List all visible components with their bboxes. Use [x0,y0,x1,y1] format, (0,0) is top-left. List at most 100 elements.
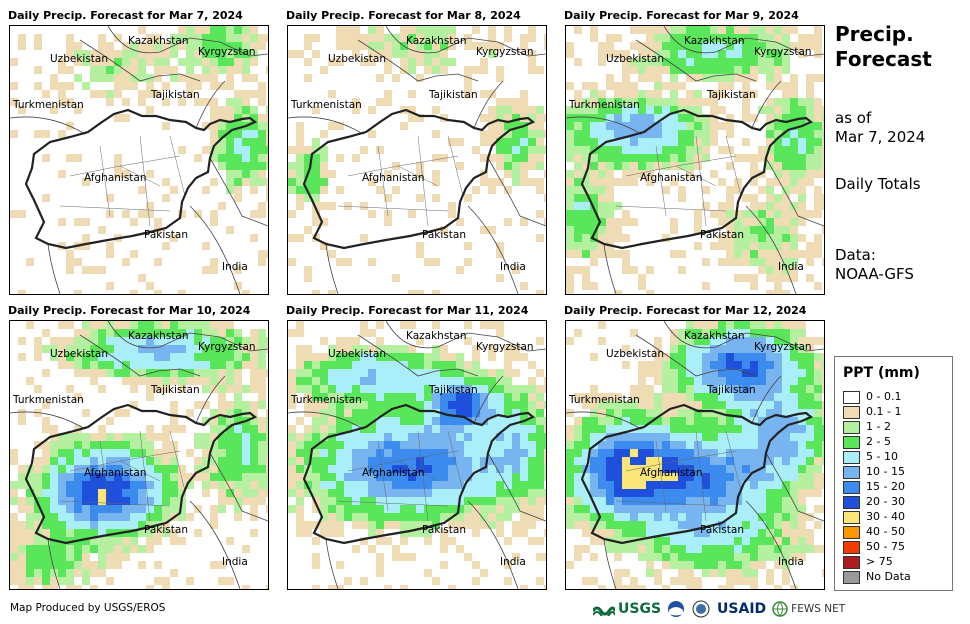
precip-cell [806,34,814,42]
precip-cell [138,449,146,457]
precip-cell [202,385,210,393]
precip-cell [296,321,304,329]
precip-cell [806,154,814,162]
precip-cell [488,377,496,385]
precip-cell [154,505,162,513]
precip-cell [42,489,50,497]
precip-cell [662,401,670,409]
precip-cell [34,337,42,345]
precip-cell [360,497,368,505]
precip-cell [472,393,480,401]
precip-cell [758,146,766,154]
precip-cell [622,489,630,497]
precip-cell [416,441,424,449]
precip-cell [798,337,806,345]
precip-cell [566,457,574,465]
precip-cell [694,417,702,425]
precip-cell [774,377,782,385]
precip-cell [566,441,574,449]
precip-cell [798,513,806,521]
precip-cell [670,34,678,42]
precip-cell [496,505,504,513]
precip-cell [138,26,146,34]
precip-cell [782,481,790,489]
precip-cell [440,441,448,449]
precip-cell [536,553,544,561]
precip-cell [544,34,546,42]
precip-cell [774,122,782,130]
precip-cell [790,242,798,250]
precip-cell [424,401,432,409]
precip-cell [74,553,82,561]
precip-cell [774,321,782,329]
precip-cell [806,345,814,353]
precip-cell [670,329,678,337]
precip-cell [130,329,138,337]
precip-cell [726,585,734,589]
precip-cell [266,337,268,345]
precip-cell [766,266,774,274]
precip-cell [798,202,806,210]
precip-cell [194,401,202,409]
precip-cell [702,401,710,409]
precip-cell [392,42,400,50]
precip-cell [814,50,822,58]
precip-cell [162,529,170,537]
precip-cell [734,210,742,218]
precip-cell [630,505,638,513]
precip-cell [686,545,694,553]
precip-cell [718,497,726,505]
country-label: Uzbekistan [328,348,386,360]
precip-cell [774,553,782,561]
precip-cell [638,377,646,385]
precip-cell [218,337,226,345]
precip-cell [432,106,440,114]
precip-cell [614,106,622,114]
precip-cell [98,353,106,361]
precip-cell [782,186,790,194]
precip-cell [234,481,242,489]
precip-cell [408,58,416,66]
precip-cell [822,481,824,489]
precip-cell [336,585,344,589]
precip-cell [790,545,798,553]
precip-cell [304,385,312,393]
precip-cell [456,393,464,401]
precip-cell [376,417,384,425]
precip-cell [320,513,328,521]
precip-cell [122,74,130,82]
precip-cell [58,513,66,521]
precip-cell [202,50,210,58]
country-border [635,334,757,377]
precip-cell [630,178,638,186]
precip-cell [504,409,512,417]
precip-cell [750,114,758,122]
precip-cell [606,130,614,138]
precip-cell [82,266,90,274]
precip-cell [344,481,352,489]
precip-cell [536,385,544,393]
precip-cell [456,457,464,465]
precip-cell [250,385,258,393]
precip-cell [106,210,114,218]
precip-cell [82,577,90,585]
precip-cell [194,457,202,465]
precip-cell [686,34,694,42]
precip-cell [408,521,416,529]
precip-cell [432,154,440,162]
precip-cell [194,369,202,377]
precip-cell [774,465,782,473]
precip-cell [480,513,488,521]
precip-cell [226,114,234,122]
country-label: India [778,261,804,273]
precip-cell [408,210,416,218]
precip-cell [710,417,718,425]
precip-cell [774,545,782,553]
precip-cell [630,393,638,401]
precip-cell [726,258,734,266]
precip-cell [590,178,598,186]
precip-cell [472,353,480,361]
precip-cell [750,178,758,186]
precip-cell [638,138,646,146]
precip-cell [806,274,814,282]
